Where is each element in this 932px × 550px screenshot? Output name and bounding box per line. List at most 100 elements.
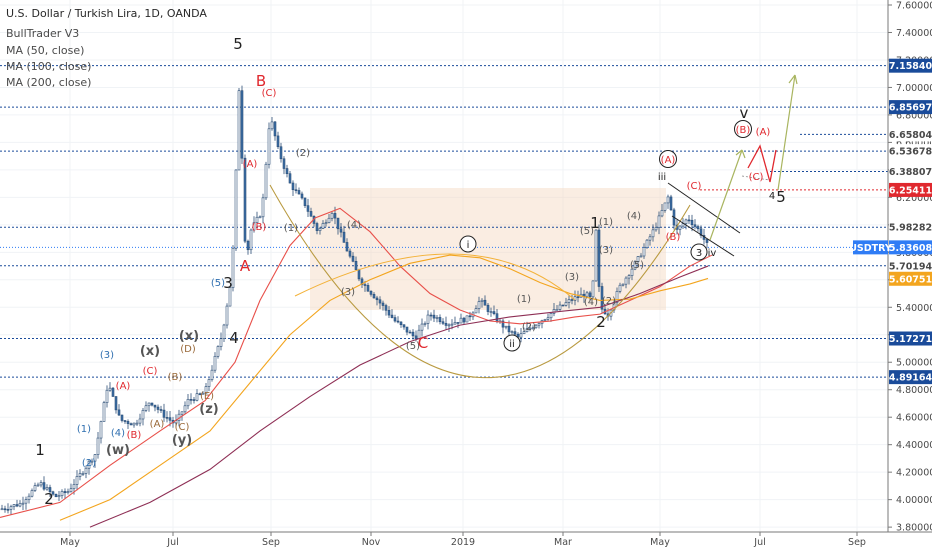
y-tick-label: 6.20000 xyxy=(896,193,932,204)
wave-label: (2) xyxy=(296,148,310,159)
candle-body xyxy=(156,406,160,410)
candle-body xyxy=(399,321,403,326)
candle-body xyxy=(234,169,238,249)
candle-body xyxy=(291,182,295,191)
candle-body xyxy=(501,320,505,328)
candle-body xyxy=(21,502,25,505)
candle-body xyxy=(570,299,574,301)
candle-body xyxy=(153,404,157,408)
candle-body xyxy=(591,280,595,298)
candle-body xyxy=(12,504,16,508)
candle-body xyxy=(231,247,235,288)
candle-body xyxy=(429,314,433,317)
candle-body xyxy=(381,302,385,306)
candle-body xyxy=(192,399,196,401)
price-badge-label: 6.85697 xyxy=(889,103,932,114)
candle-body xyxy=(564,302,568,306)
y-tick-label: 5.40000 xyxy=(896,303,932,314)
price-badge xyxy=(889,370,932,385)
candle-body xyxy=(489,311,493,313)
y-tick-label: 6.80000 xyxy=(896,110,932,121)
wave-label: (4) xyxy=(627,211,641,222)
wave-label-circle xyxy=(734,120,752,138)
candle-body xyxy=(210,369,214,380)
ma100-line xyxy=(59,254,709,521)
candle-body xyxy=(189,399,193,401)
price-tag-bg xyxy=(889,127,932,142)
price-badge-label: 5.83608 xyxy=(889,243,932,254)
wave-label: (1) xyxy=(284,223,298,234)
price-tag-bg xyxy=(889,258,932,273)
x-axis: May Jul Sep Nov 2019 Mar May Jul Sep xyxy=(60,532,866,548)
candle-body xyxy=(276,135,280,148)
wave-label: (4) xyxy=(111,428,125,439)
candle-body xyxy=(216,346,220,357)
x-tick-label: Jul xyxy=(753,537,765,548)
price-badge xyxy=(889,100,932,115)
candle-body xyxy=(366,285,370,292)
candle-body xyxy=(561,304,565,307)
wave-label: 1 xyxy=(35,441,45,459)
candle-body xyxy=(486,304,490,312)
candle-body xyxy=(600,286,604,310)
wave-label: (3) xyxy=(341,287,355,298)
wave-label: v xyxy=(740,104,749,122)
wave-label: (4) xyxy=(584,297,598,308)
candle-body xyxy=(72,484,76,490)
candle-body xyxy=(414,335,418,339)
consolidation-zone xyxy=(310,188,666,310)
candle-body xyxy=(9,506,13,510)
candle-body xyxy=(147,402,151,407)
candle-body xyxy=(576,296,580,299)
candle-body xyxy=(219,338,223,347)
candle-body xyxy=(405,326,409,333)
wave-label: 5 xyxy=(233,35,243,53)
candle-body xyxy=(51,491,55,495)
candle-body xyxy=(345,242,349,252)
projection-arrowhead-2 xyxy=(788,74,798,85)
candle-body xyxy=(225,305,229,326)
candle-body xyxy=(246,240,250,251)
candle-body xyxy=(525,328,529,332)
price-badge-label: 5.60751 xyxy=(889,274,932,285)
chart-title: U.S. Dollar / Turkish Lira, 1D, OANDA xyxy=(6,7,207,20)
wave-label: iv xyxy=(708,248,717,259)
wave-label: (2) xyxy=(602,296,616,307)
wave-label: A xyxy=(240,257,251,275)
wave-label: (4) xyxy=(347,220,361,231)
wave-label: (w) xyxy=(106,443,130,458)
candle-body xyxy=(624,277,628,285)
candle-body xyxy=(120,414,124,421)
candle-body xyxy=(297,190,301,195)
candle-body xyxy=(402,324,406,328)
y-tick-label: 3.80000 xyxy=(896,523,932,534)
wave-label-circle xyxy=(659,150,677,168)
red-abc-path xyxy=(747,144,777,183)
candle-body xyxy=(705,239,709,243)
indicator-label: BullTrader V3 xyxy=(6,27,80,40)
candle-body xyxy=(588,292,592,298)
ma200-line xyxy=(89,265,709,528)
candle-body xyxy=(96,437,100,455)
wave-label: (B) xyxy=(127,430,142,441)
price-badge-label: 4.89164 xyxy=(889,373,932,384)
candle-body xyxy=(27,495,31,500)
candle-body xyxy=(327,217,331,223)
wave-label: (B) xyxy=(168,372,183,383)
wave-label: (x) xyxy=(140,344,160,359)
candle-body xyxy=(204,386,208,394)
cup-arcs xyxy=(269,184,691,379)
wedge-upper-line xyxy=(667,182,741,234)
candle-body xyxy=(255,216,259,224)
x-tick-label: Mar xyxy=(554,537,572,548)
price-tag-label: 5.98282 xyxy=(889,223,932,234)
candle-body xyxy=(474,308,478,314)
candle-body xyxy=(555,309,559,311)
wave-label: B xyxy=(256,72,266,90)
candle-body xyxy=(492,311,496,314)
wave-label: 2 xyxy=(596,313,606,331)
candle-body xyxy=(354,261,358,270)
candle-body xyxy=(123,420,127,422)
candle-body xyxy=(237,90,241,171)
candle-body xyxy=(222,324,226,339)
